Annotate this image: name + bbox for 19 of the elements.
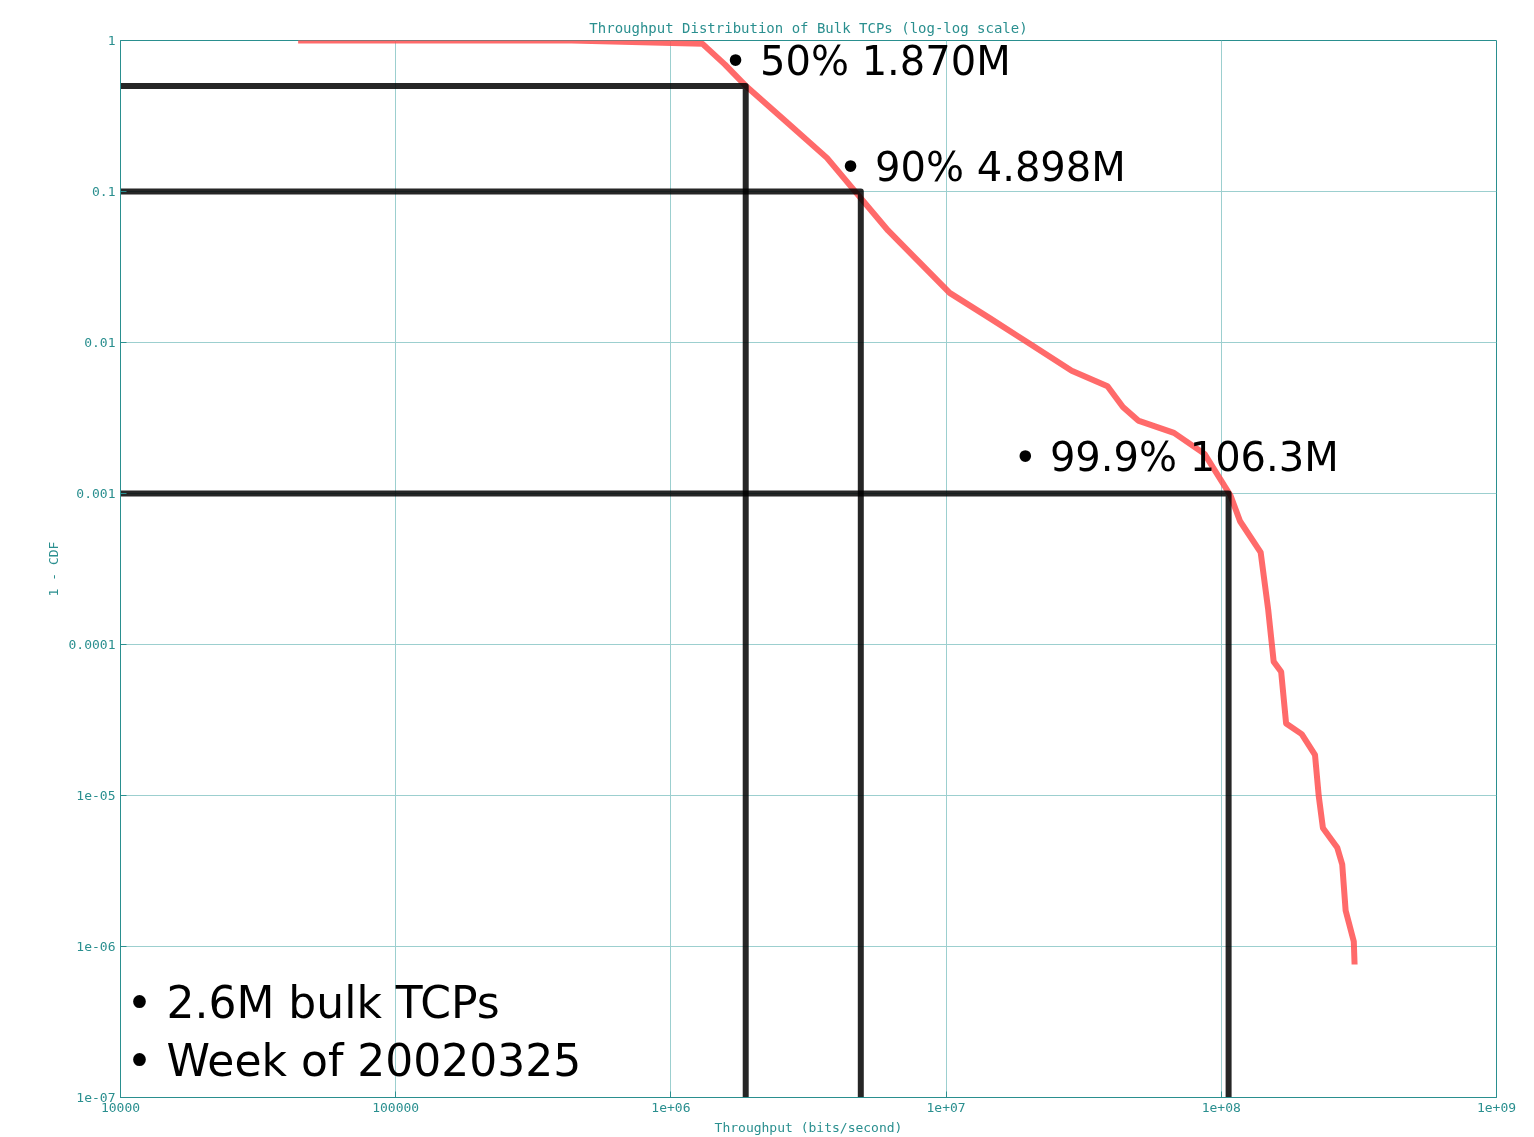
y-tick-label: 0.1 <box>92 184 116 199</box>
annotation: • Week of 20020325 <box>126 1035 582 1086</box>
x-tick-label: 1e+07 <box>926 1099 966 1115</box>
y-axis-title: 1 - CDF <box>45 541 61 597</box>
y-tick-label: 1 <box>107 33 116 48</box>
x-tick-label: 1e+08 <box>1201 1099 1241 1115</box>
annotation: • 90% 4.898M <box>838 143 1126 190</box>
annotation: • 2.6M bulk TCPs <box>126 977 500 1028</box>
y-tick-label: 1e-06 <box>76 939 116 954</box>
annotation: • 50% 1.870M <box>723 37 1011 84</box>
x-tick-label: 1e+06 <box>651 1099 691 1115</box>
x-tick-label: 1e+09 <box>1476 1099 1517 1115</box>
y-tick-label: 0.0001 <box>68 637 116 652</box>
y-tick-label: 0.01 <box>84 335 116 350</box>
chart-title: Throughput Distribution of Bulk TCPs (log-log scale) <box>589 19 1028 36</box>
x-axis-title: Throughput (bits/second) <box>714 1119 903 1135</box>
x-tick-label: 100000 <box>372 1099 420 1115</box>
y-tick-label: 0.001 <box>76 486 116 501</box>
y-tick-label: 1e-05 <box>76 788 116 803</box>
